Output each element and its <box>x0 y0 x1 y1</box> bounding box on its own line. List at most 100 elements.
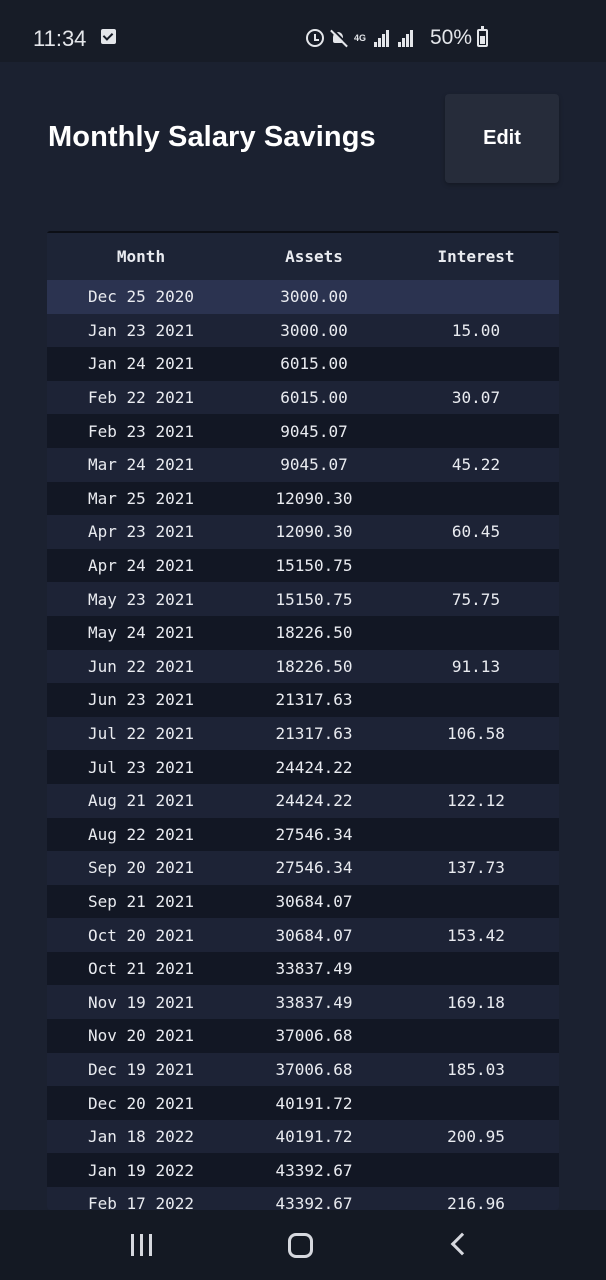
column-header-interest[interactable]: Interest <box>437 247 515 266</box>
cell-assets: 21317.63 <box>275 724 353 744</box>
cell-interest: 45.22 <box>451 455 501 475</box>
cell-interest: 200.95 <box>447 1127 505 1147</box>
cell-assets: 9045.07 <box>280 421 348 441</box>
signal-icon <box>374 29 392 47</box>
home-icon[interactable] <box>288 1233 313 1258</box>
column-header-month[interactable]: Month <box>116 247 166 266</box>
table-row[interactable]: Nov 19 2021 33837.49 169.18 <box>47 985 559 1020</box>
table-row[interactable]: Nov 20 2021 37006.68 <box>47 1019 559 1053</box>
cell-assets: 6015.00 <box>280 354 348 374</box>
table-row[interactable]: Jan 18 2022 40191.72 200.95 <box>47 1119 559 1154</box>
table-row[interactable]: Sep 21 2021 30684.07 <box>47 884 559 919</box>
mute-icon <box>330 29 348 47</box>
cell-month: Dec 20 2021 <box>88 1093 194 1113</box>
check-notification-icon <box>101 29 116 44</box>
cell-assets: 27546.34 <box>275 824 353 844</box>
cell-interest: 106.58 <box>447 724 505 744</box>
table-row[interactable]: Dec 25 2020 3000.00 <box>47 280 559 314</box>
cell-assets: 18226.50 <box>275 656 353 676</box>
table-row[interactable]: Feb 22 2021 6015.00 30.07 <box>47 380 559 415</box>
cell-interest: 216.96 <box>447 1194 505 1210</box>
cell-assets: 15150.75 <box>275 556 353 576</box>
table-row[interactable]: Oct 20 2021 30684.07 153.42 <box>47 918 559 952</box>
cell-month: May 23 2021 <box>88 589 194 609</box>
status-time: 11:34 <box>33 26 87 51</box>
cell-assets: 37006.68 <box>275 1026 353 1046</box>
table-row[interactable]: Jul 22 2021 21317.63 106.58 <box>47 716 559 751</box>
battery-percentage: 50% <box>430 26 473 49</box>
cell-month: Sep 21 2021 <box>88 891 194 911</box>
status-bar: 11:34 4G 50% <box>0 0 606 62</box>
cell-assets: 3000.00 <box>280 287 348 307</box>
cell-interest: 169.18 <box>447 992 505 1012</box>
navigation-bar <box>0 1210 606 1280</box>
cell-assets: 30684.07 <box>275 891 353 911</box>
network-type-label: 4G <box>354 32 367 43</box>
table-row[interactable]: Feb 23 2021 9045.07 <box>47 414 559 448</box>
savings-table[interactable]: Month Assets Interest Dec 25 2020 3000.00… <box>47 231 559 1210</box>
cell-month: Feb 23 2021 <box>88 421 194 441</box>
cell-assets: 24424.22 <box>275 757 353 777</box>
table-row[interactable]: Oct 21 2021 33837.49 <box>47 951 559 986</box>
table-row[interactable]: Mar 25 2021 12090.30 <box>47 481 559 516</box>
table-row[interactable]: Aug 21 2021 24424.22 122.12 <box>47 783 559 818</box>
table-row[interactable]: Apr 24 2021 15150.75 <box>47 548 559 583</box>
cell-interest: 153.42 <box>447 925 505 945</box>
column-header-assets[interactable]: Assets <box>285 247 343 266</box>
table-row[interactable]: Jan 19 2022 43392.67 <box>47 1153 559 1188</box>
cell-month: Aug 21 2021 <box>88 791 194 811</box>
battery-icon <box>477 26 488 47</box>
recents-icon[interactable] <box>131 1234 155 1256</box>
cell-month: Jun 22 2021 <box>88 656 194 676</box>
cell-assets: 30684.07 <box>275 925 353 945</box>
cell-month: Dec 25 2020 <box>88 287 194 307</box>
table-row[interactable]: Apr 23 2021 12090.30 60.45 <box>47 515 559 549</box>
table-body: Dec 25 2020 3000.00 Jan 23 2021 3000.00 15.0… <box>47 280 559 1210</box>
cell-interest: 30.07 <box>451 388 501 408</box>
signal-icon <box>398 29 416 47</box>
cell-assets: 24424.22 <box>275 791 353 811</box>
cell-month: Jul 23 2021 <box>88 757 194 777</box>
table-row[interactable]: Sep 20 2021 27546.34 137.73 <box>47 851 559 885</box>
cell-assets: 27546.34 <box>275 858 353 878</box>
cell-month: Jul 22 2021 <box>88 724 194 744</box>
table-row[interactable]: Dec 19 2021 37006.68 185.03 <box>47 1052 559 1087</box>
table-row[interactable]: Aug 22 2021 27546.34 <box>47 817 559 852</box>
cell-interest: 185.03 <box>447 1059 505 1079</box>
table-row[interactable]: Feb 17 2022 43392.67 216.96 <box>47 1187 559 1210</box>
table-header: Month Assets Interest <box>47 231 559 280</box>
table-row[interactable]: Jan 24 2021 6015.00 <box>47 347 559 381</box>
cell-month: Feb 22 2021 <box>88 388 194 408</box>
cell-month: Jan 18 2022 <box>88 1127 194 1147</box>
table-row[interactable]: Jun 22 2021 18226.50 91.13 <box>47 649 559 684</box>
back-icon[interactable] <box>450 1232 474 1256</box>
cell-interest: 122.12 <box>447 791 505 811</box>
cell-assets: 12090.30 <box>275 488 353 508</box>
table-row[interactable]: Mar 24 2021 9045.07 45.22 <box>47 447 559 482</box>
alarm-icon <box>306 29 324 47</box>
cell-assets: 6015.00 <box>280 388 348 408</box>
cell-assets: 33837.49 <box>275 959 353 979</box>
cell-month: Sep 20 2021 <box>88 858 194 878</box>
cell-assets: 43392.67 <box>275 1194 353 1210</box>
table-row[interactable]: Dec 20 2021 40191.72 <box>47 1086 559 1120</box>
edit-button[interactable]: Edit <box>445 94 559 183</box>
table-row[interactable]: Jul 23 2021 24424.22 <box>47 750 559 784</box>
cell-month: Oct 21 2021 <box>88 959 194 979</box>
table-row[interactable]: Jan 23 2021 3000.00 15.00 <box>47 313 559 348</box>
cell-month: Jan 19 2022 <box>88 1160 194 1180</box>
cell-interest: 75.75 <box>451 589 501 609</box>
cell-month: Mar 25 2021 <box>88 488 194 508</box>
cell-interest: 60.45 <box>451 522 501 542</box>
cell-assets: 9045.07 <box>280 455 348 475</box>
cell-assets: 15150.75 <box>275 589 353 609</box>
cell-interest: 137.73 <box>447 858 505 878</box>
cell-month: Apr 23 2021 <box>88 522 194 542</box>
table-row[interactable]: May 23 2021 15150.75 75.75 <box>47 582 559 616</box>
table-row[interactable]: May 24 2021 18226.50 <box>47 615 559 650</box>
status-icons: 4G <box>306 27 416 49</box>
cell-month: Jun 23 2021 <box>88 690 194 710</box>
cell-month: May 24 2021 <box>88 623 194 643</box>
cell-assets: 37006.68 <box>275 1059 353 1079</box>
table-row[interactable]: Jun 23 2021 21317.63 <box>47 683 559 717</box>
